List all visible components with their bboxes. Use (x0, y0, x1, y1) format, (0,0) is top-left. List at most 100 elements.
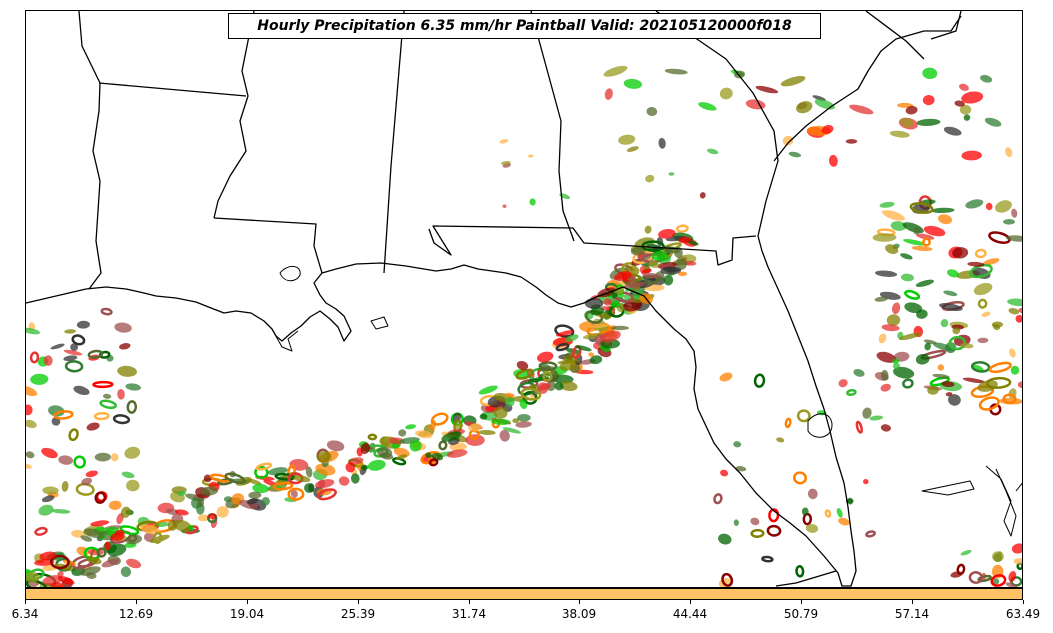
precip-blob (915, 353, 930, 365)
precip-blob (946, 269, 959, 278)
precip-blob (603, 65, 628, 77)
precip-blob (110, 453, 119, 462)
precip-blob (42, 486, 59, 495)
colorbar-tick-label: 38.09 (561, 607, 597, 621)
precip-blob (293, 475, 311, 483)
precip-blob (172, 519, 192, 532)
precip-blob (878, 333, 887, 344)
precip-blob (554, 382, 564, 391)
precip-blob (959, 104, 972, 115)
precip-blob (939, 303, 963, 311)
precip-blob (515, 421, 532, 428)
precip-blob (395, 454, 408, 460)
precip-blob (261, 497, 270, 506)
precip-blob (38, 504, 54, 516)
ga-sc-border (655, 11, 779, 237)
precip-blob (338, 476, 350, 486)
precip-blob (660, 266, 682, 275)
precip-blob (821, 124, 834, 135)
precip-blob (520, 387, 542, 401)
precip-blob (575, 345, 592, 352)
precip-blob (71, 334, 86, 346)
precip-blob (107, 543, 127, 557)
precip-blob (853, 369, 865, 377)
precip-blob (977, 337, 989, 344)
precip-blob (94, 491, 107, 504)
precip-blob (1005, 235, 1022, 242)
precip-blob (755, 85, 779, 94)
precip-blob (304, 483, 315, 493)
precip-blob (57, 576, 75, 585)
precip-blob (175, 509, 189, 516)
precip-blob (1007, 298, 1022, 307)
precip-blob (960, 549, 972, 556)
precip-blob (750, 528, 765, 538)
precip-blob (792, 471, 808, 485)
precip-blob (892, 363, 901, 370)
precip-blob (248, 491, 262, 499)
precip-blob (409, 440, 422, 452)
precip-blob (468, 423, 482, 432)
precip-blob (658, 137, 666, 149)
precip-blob (316, 451, 332, 463)
precip-blob (502, 204, 507, 208)
precip-blob (588, 352, 595, 358)
precip-blob (499, 139, 509, 144)
precip-blob (885, 244, 899, 254)
precip-blob (977, 574, 992, 583)
ms-delta (271, 328, 299, 352)
precip-blob (688, 240, 699, 246)
precip-blob (984, 117, 1002, 127)
precip-blob (720, 469, 729, 477)
precip-blob (882, 210, 905, 221)
precip-blob (645, 174, 655, 183)
precip-blob (651, 251, 669, 262)
precip-blob (584, 298, 604, 309)
precip-blob (845, 139, 858, 144)
precip-blob (970, 364, 984, 372)
fl-al-border (428, 225, 757, 266)
precip-blob (943, 126, 962, 136)
precip-blob (807, 488, 818, 500)
precip-blob (981, 311, 991, 317)
precip-blob (849, 104, 874, 115)
precip-blob (846, 388, 857, 397)
precip-blob (902, 222, 924, 234)
precip-blob (425, 452, 432, 458)
precip-blob (699, 192, 706, 199)
precip-blob (589, 355, 603, 365)
precip-blob (317, 488, 337, 501)
precip-blob (125, 534, 143, 545)
colorbar-tick-mark (25, 600, 26, 604)
precip-blob (900, 253, 913, 260)
nc-tn-border (930, 11, 962, 40)
precip-blob (26, 419, 37, 429)
precip-blob (203, 474, 212, 483)
bahamas-grand (921, 480, 975, 496)
precip-blob (207, 513, 217, 519)
precip-blob (911, 245, 933, 252)
precipitation-paintball-layer (26, 65, 1022, 587)
precip-blob (1005, 582, 1018, 587)
precip-blob (952, 327, 961, 335)
precip-blob (869, 415, 883, 421)
precip-blob (491, 418, 511, 425)
precip-blob (101, 558, 120, 568)
precip-blob (913, 226, 921, 235)
precip-blob (63, 355, 78, 362)
precip-blob (750, 517, 760, 526)
colorbar-tick-label: 50.79 (783, 607, 819, 621)
precip-blob (246, 478, 262, 486)
precip-blob (604, 88, 613, 100)
precip-blob (99, 399, 118, 410)
precip-blob (70, 343, 78, 352)
precip-blob (96, 547, 107, 558)
precip-blob (678, 236, 692, 244)
precip-blob (263, 479, 277, 487)
precip-blob (43, 355, 53, 366)
la-ms-border (213, 217, 323, 274)
precip-blob (977, 298, 988, 309)
precip-blob (922, 94, 935, 106)
precip-blob (753, 373, 766, 388)
precip-blob (952, 247, 969, 259)
